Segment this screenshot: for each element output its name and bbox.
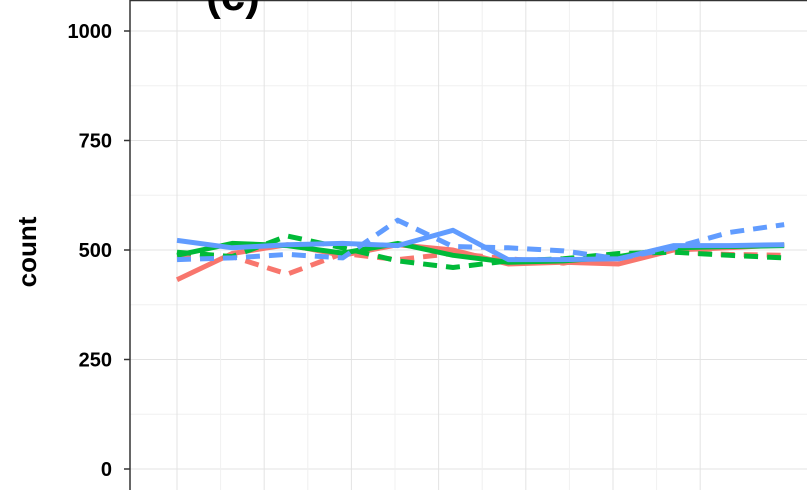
y-tick-label: 250 <box>79 350 112 372</box>
y-tick-label: 0 <box>101 459 112 481</box>
y-axis-title: count <box>12 216 42 287</box>
y-tick-label: 500 <box>79 240 112 262</box>
series-line-6 <box>176 217 785 263</box>
y-tick-label: 1000 <box>68 21 113 43</box>
panel-tag: (c) <box>206 0 260 20</box>
series-line-5 <box>176 227 785 263</box>
series-line-4 <box>176 233 785 270</box>
y-axis-ticks: 0 250 500 750 1000 <box>68 21 130 481</box>
y-tick-label: 750 <box>79 131 112 153</box>
series-group <box>175 217 785 283</box>
